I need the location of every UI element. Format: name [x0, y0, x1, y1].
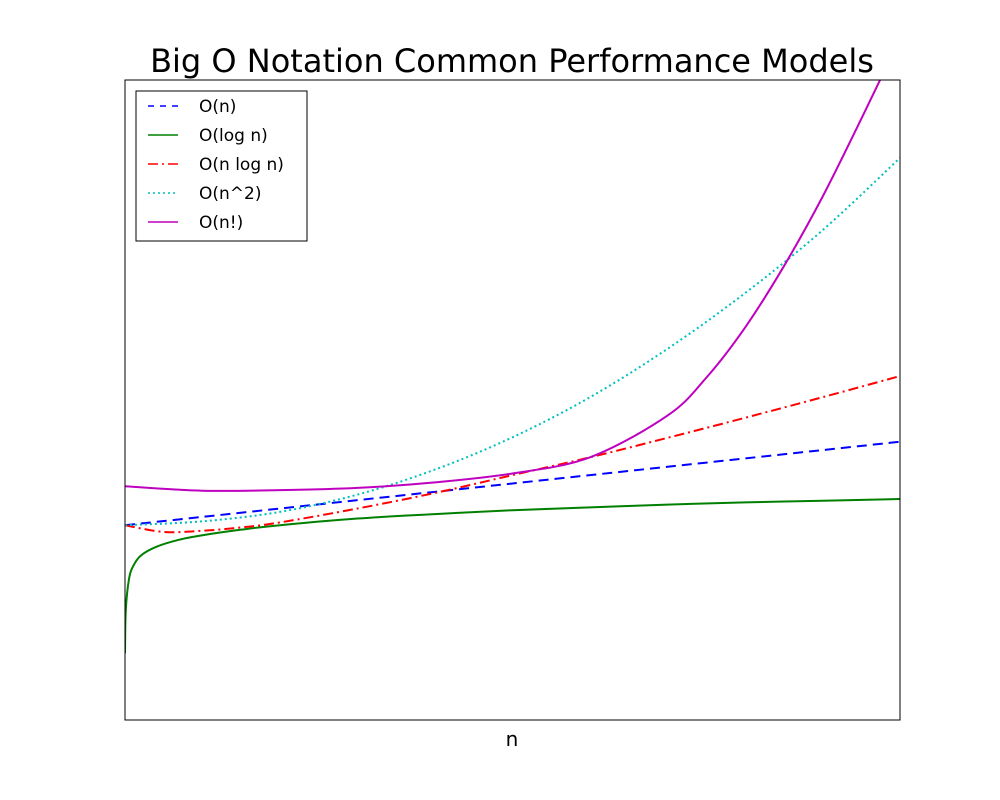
plot-area-frame — [124, 79, 901, 721]
legend-label-o-log-n: O(log n) — [199, 126, 268, 146]
series-line-o-n — [125, 80, 882, 492]
legend-label-o-n: O(n!) — [199, 213, 243, 233]
legend: O(n) O(log n) O(n log n) O(n^2) O(n!) — [135, 90, 308, 242]
series-line-o-n — [125, 440, 900, 527]
legend-frame — [135, 90, 308, 242]
chart-title: Big O Notation Common Performance Models — [150, 42, 874, 80]
legend-label-o-n-2: O(n^2) — [199, 184, 261, 204]
x-axis-label: n — [506, 727, 519, 751]
series-line-o-n-log-n — [125, 375, 900, 534]
series-layer — [125, 80, 900, 654]
legend-label-o-n: O(n) — [199, 97, 236, 117]
legend-label-o-n-log-n: O(n log n) — [199, 155, 284, 175]
series-line-o-log-n — [125, 498, 900, 654]
